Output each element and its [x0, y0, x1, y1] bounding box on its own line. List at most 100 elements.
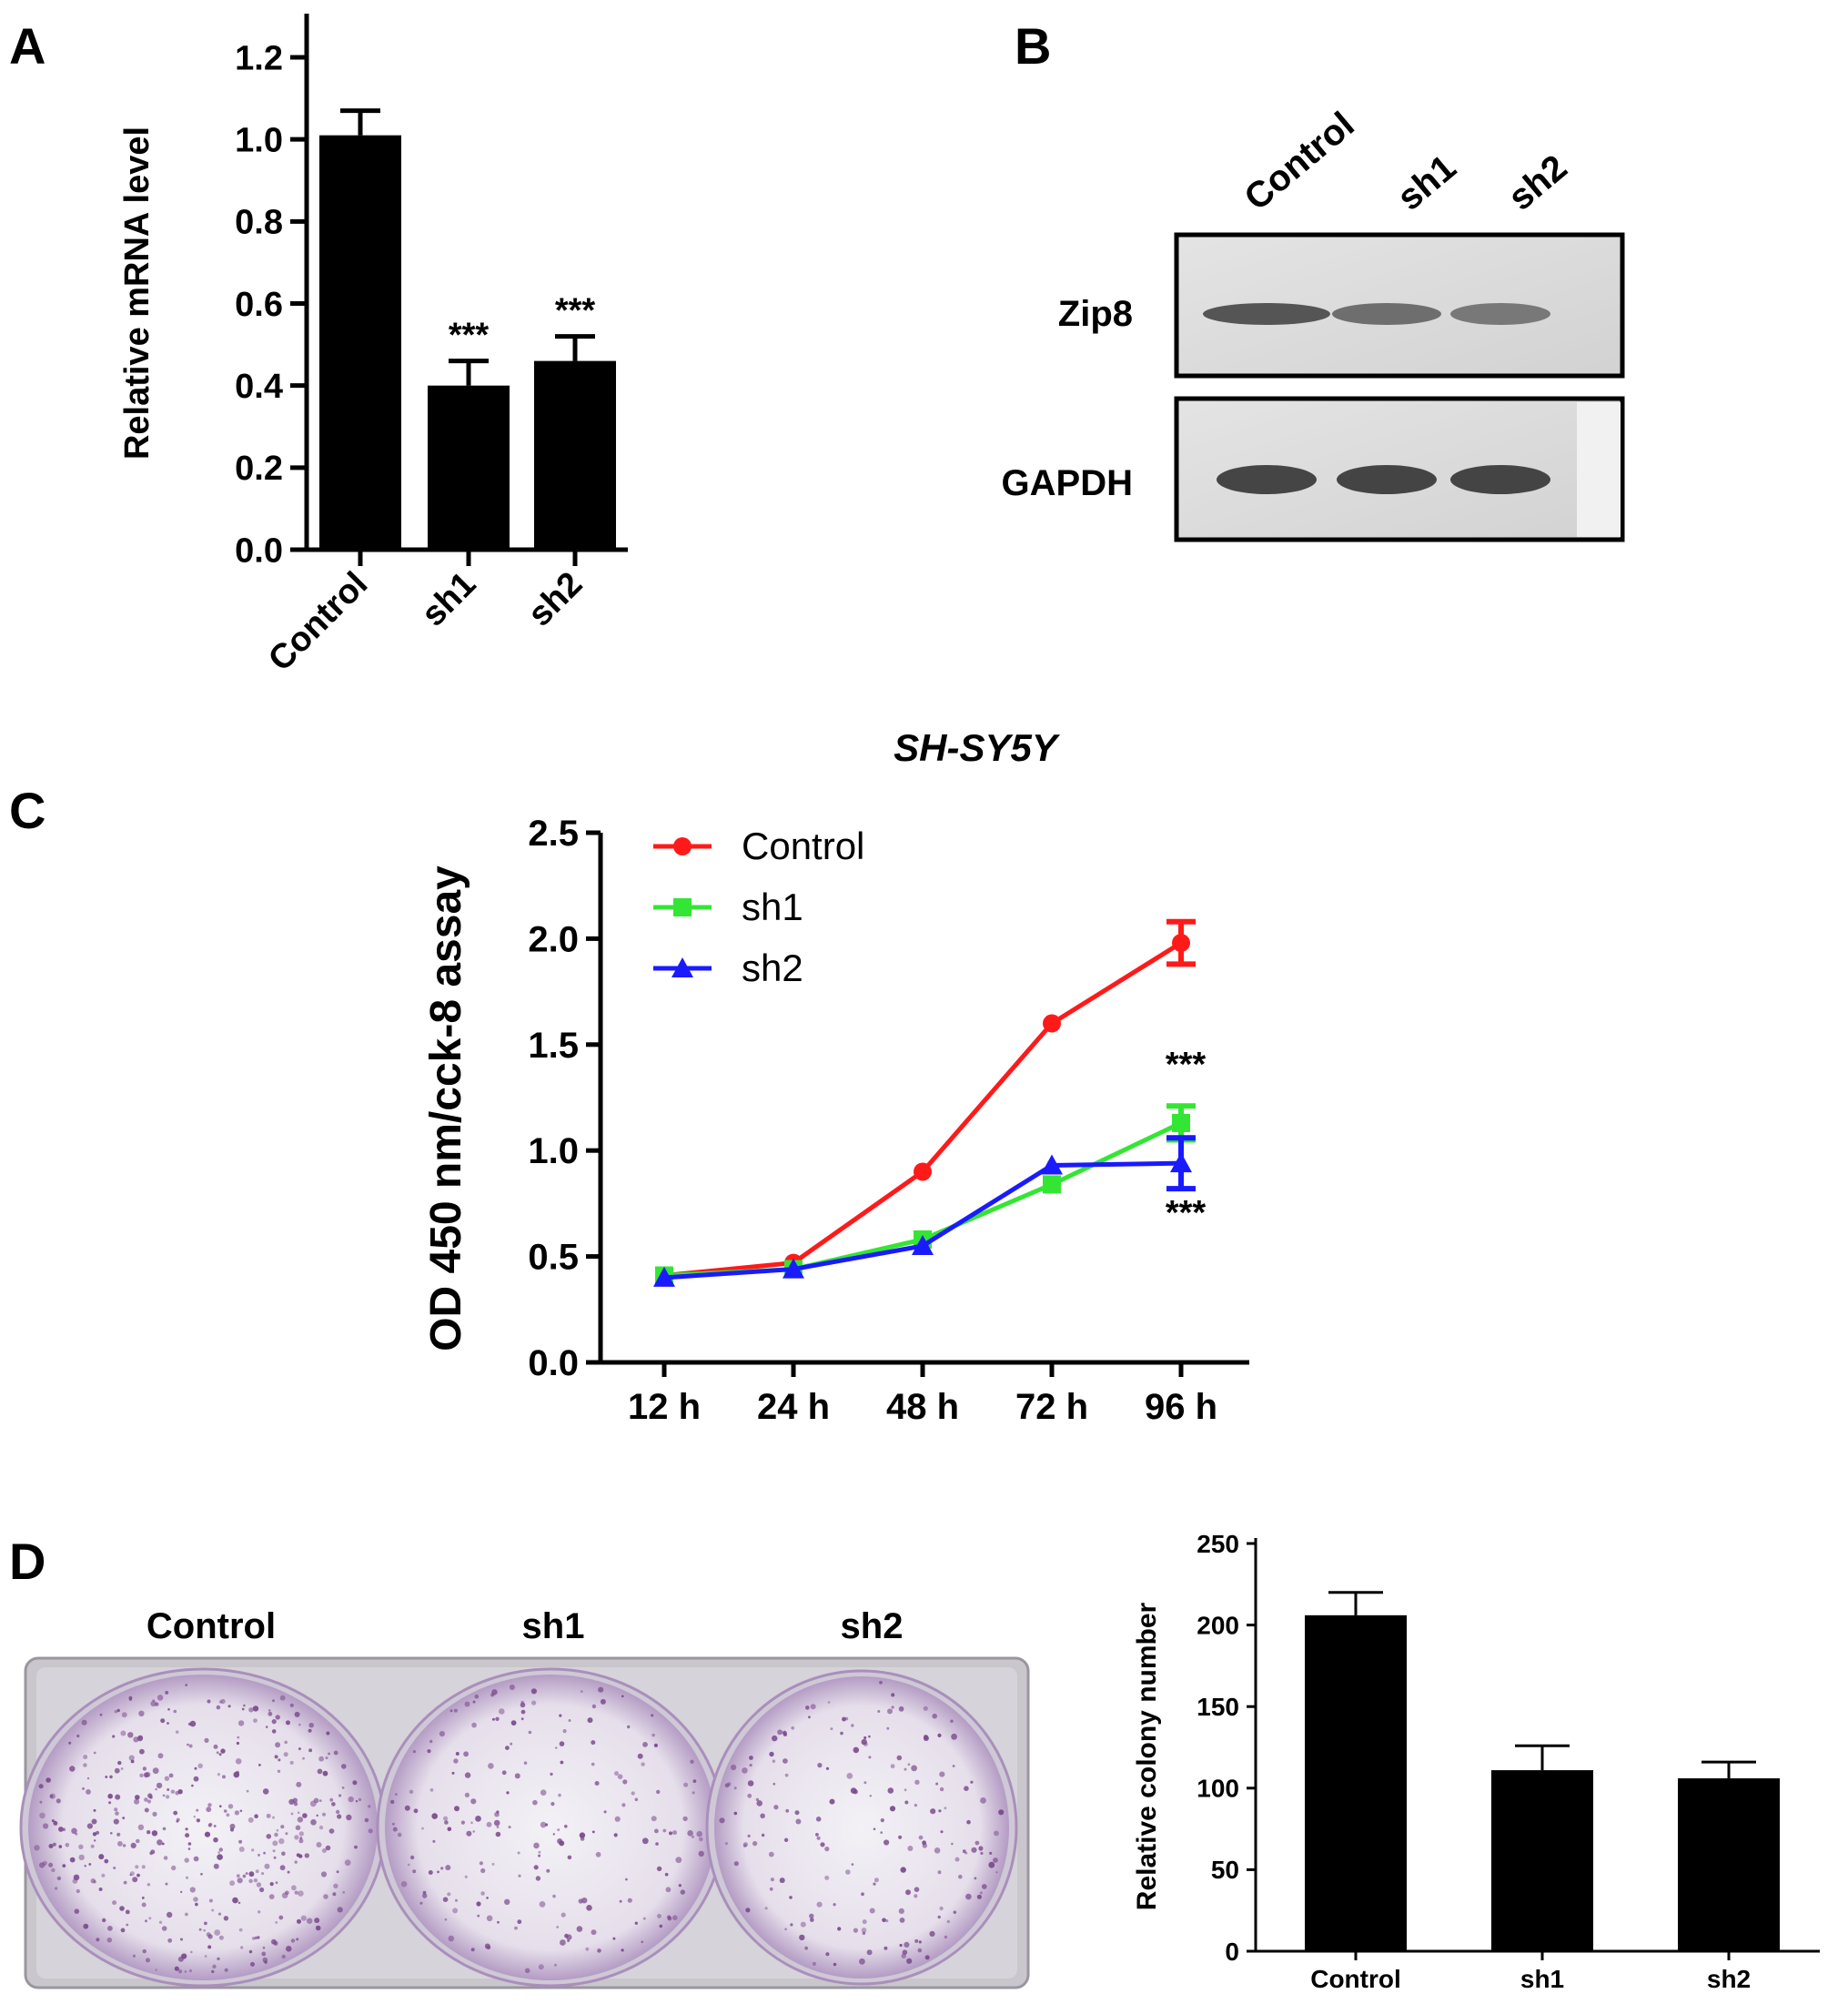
colony-dot: [698, 1850, 704, 1857]
colony-dot: [538, 1850, 541, 1854]
colony-dot: [830, 1727, 833, 1731]
colony-dot: [853, 1928, 859, 1933]
colony-dot: [105, 1776, 108, 1778]
colony-dot: [364, 1817, 369, 1823]
y-tick-label: 0: [1225, 1938, 1239, 1966]
colony-dot: [657, 1914, 661, 1918]
colony-dot: [427, 1749, 431, 1754]
y-tick-label: 100: [1197, 1775, 1239, 1803]
colony-dot: [298, 1838, 304, 1844]
colony-dot: [263, 1851, 266, 1855]
colony-dot: [580, 1690, 583, 1693]
culture-dish: [28, 1675, 378, 1980]
colony-dot: [812, 1961, 816, 1966]
colony-dot: [407, 1863, 410, 1867]
colony-dot: [128, 1695, 133, 1700]
colony-dot: [158, 1920, 163, 1924]
colony-dot: [428, 1870, 433, 1875]
colony-dot: [325, 1845, 331, 1851]
colony-dot: [669, 1831, 672, 1836]
colony-dot: [816, 1901, 823, 1908]
colony-dot: [899, 1943, 903, 1948]
blot-band-gapdh: [1337, 465, 1437, 494]
colony-dot: [833, 1903, 836, 1907]
y-tick-label: 1.0: [235, 121, 283, 159]
colony-dot: [277, 1769, 281, 1774]
colony-dot: [229, 1880, 235, 1887]
colony-dot: [429, 1788, 434, 1792]
panel-label-b: B: [1015, 17, 1051, 75]
colony-dot: [34, 1845, 40, 1851]
colony-dot: [240, 1946, 244, 1949]
colony-dot: [770, 1877, 775, 1882]
colony-dot: [161, 1926, 167, 1931]
colony-dot: [455, 1752, 459, 1756]
colony-dot: [58, 1845, 63, 1848]
colony-dot: [509, 1685, 515, 1690]
blot-edge-highlight: [1577, 402, 1621, 537]
colony-dot: [279, 1865, 286, 1871]
colony-dot: [993, 1857, 998, 1863]
colony-dot: [279, 1695, 286, 1701]
colony-dot: [211, 1969, 215, 1974]
colony-dot: [687, 1830, 693, 1837]
colony-dot: [162, 1827, 167, 1831]
colony-dot: [898, 1705, 904, 1712]
colony-dot: [145, 1919, 147, 1923]
colony-dot: [242, 1874, 247, 1878]
colony-dot: [39, 1812, 45, 1819]
bar: [319, 135, 401, 551]
legend-label-control: Control: [742, 825, 864, 867]
colony-dot: [472, 1700, 476, 1704]
colony-dot: [308, 1748, 313, 1753]
colony-dot: [918, 1835, 924, 1840]
colony-dot: [745, 1908, 751, 1913]
colony-dot: [346, 1814, 352, 1821]
dish-label-sh1: sh1: [522, 1606, 585, 1646]
colony-dot: [148, 1917, 152, 1920]
colony-dot: [274, 1832, 278, 1837]
colony-dot: [480, 1891, 485, 1896]
colony-dot: [271, 1938, 277, 1945]
colony-dot: [585, 1947, 590, 1951]
x-tick-label: sh1: [414, 565, 483, 634]
colony-dot: [692, 1791, 695, 1795]
colony-dot: [651, 1733, 655, 1737]
colony-dot: [794, 1810, 800, 1816]
colony-dot: [634, 1921, 638, 1925]
colony-dot: [613, 1833, 618, 1837]
colony-dot: [395, 1793, 398, 1796]
colony-dot: [784, 1773, 789, 1777]
data-point-control: [1043, 1014, 1061, 1033]
colony-dot: [58, 1827, 64, 1832]
colony-dot: [167, 1938, 173, 1943]
colony-dot: [253, 1718, 258, 1723]
colony-dot: [924, 1955, 930, 1960]
colony-dot: [929, 1930, 935, 1937]
colony-dot: [535, 1876, 541, 1881]
colony-dot: [471, 1722, 477, 1728]
colony-dot: [437, 1870, 439, 1874]
colony-dot: [245, 1872, 248, 1876]
colony-dot: [654, 1828, 659, 1834]
colony-dot: [579, 1832, 586, 1838]
colony-dot: [250, 1961, 255, 1967]
colony-dot: [496, 1826, 500, 1828]
colony-dot: [559, 1741, 565, 1746]
colony-dot: [476, 1901, 481, 1907]
x-tick-label: 72 h: [1015, 1387, 1088, 1427]
colony-dot: [280, 1825, 285, 1829]
colony-dot: [83, 1923, 89, 1929]
colony-dot: [115, 1794, 121, 1800]
colony-dot: [246, 1789, 249, 1793]
x-tick-label: 12 h: [628, 1387, 701, 1427]
colony-dot: [690, 1759, 694, 1765]
colony-dot: [614, 1771, 619, 1776]
colony-dot: [466, 1830, 472, 1837]
colony-dot: [532, 1799, 538, 1806]
colony-dot: [74, 1908, 80, 1914]
colony-dot: [275, 1881, 278, 1885]
colony-dot: [444, 1918, 448, 1921]
colony-dot: [432, 1839, 436, 1843]
colony-dot: [939, 1906, 944, 1911]
